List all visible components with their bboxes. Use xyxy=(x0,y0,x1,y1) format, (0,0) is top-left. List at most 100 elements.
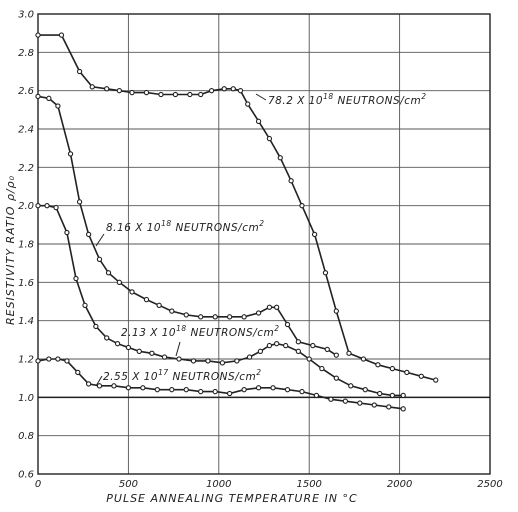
y-tick-label: 0.8 xyxy=(18,431,34,442)
data-point xyxy=(212,388,218,395)
data-point xyxy=(389,392,396,399)
data-point xyxy=(104,335,110,341)
data-point xyxy=(246,354,253,360)
data-point xyxy=(35,93,41,100)
data-point xyxy=(154,387,160,393)
series-label-2: 8.16 X 1018 NEUTRONS/cm2 xyxy=(106,219,264,234)
y-tick-label: 2.4 xyxy=(18,125,34,136)
data-point xyxy=(169,308,175,314)
data-point xyxy=(299,203,305,209)
plot-frame xyxy=(37,13,491,475)
data-point xyxy=(116,88,123,94)
data-point xyxy=(190,358,197,364)
data-point xyxy=(85,381,92,387)
x-axis-label: PULSE ANNEALING TEMPERATURE IN °C xyxy=(106,492,357,505)
data-point xyxy=(114,341,121,347)
data-point xyxy=(76,68,83,75)
y-tick-label: 2.8 xyxy=(18,48,34,59)
label-leader xyxy=(175,341,181,357)
data-point xyxy=(360,356,367,362)
x-tick-label: 2000 xyxy=(387,479,412,490)
data-point xyxy=(169,387,175,393)
data-point xyxy=(400,406,406,412)
series-3 xyxy=(35,203,406,399)
data-point xyxy=(322,270,329,276)
y-tick-label: 1.8 xyxy=(18,240,34,251)
data-point xyxy=(266,135,273,142)
data-point xyxy=(313,392,320,399)
y-tick-label: 3.0 xyxy=(18,10,34,21)
data-point xyxy=(105,270,112,276)
annotations: 78.2 X 1018 NEUTRONS/cm2 8.16 X 1018 NEUT… xyxy=(95,92,426,387)
data-point xyxy=(386,404,392,410)
data-point xyxy=(400,392,406,399)
data-point xyxy=(104,86,110,92)
data-point xyxy=(125,344,132,351)
data-point xyxy=(96,256,103,262)
data-point xyxy=(226,390,233,397)
data-point xyxy=(375,362,381,368)
data-point xyxy=(389,365,396,372)
tick-labels: 0 500 1000 1500 2000 2500 0.6 0.8 1.0 1.2 1.4 1.6 1.… xyxy=(18,10,503,491)
data-point xyxy=(333,352,339,358)
data-point xyxy=(295,348,302,354)
data-point xyxy=(357,400,363,406)
series-line xyxy=(37,95,337,356)
data-point xyxy=(270,385,276,391)
grid xyxy=(37,13,491,475)
data-point xyxy=(266,304,273,310)
data-point xyxy=(212,314,218,320)
data-point xyxy=(333,375,339,381)
data-point xyxy=(183,387,189,393)
data-point xyxy=(257,348,264,354)
series-label-1: 78.2 X 1018 NEUTRONS/cm2 xyxy=(268,92,426,107)
data-point xyxy=(266,342,273,349)
data-point xyxy=(348,383,354,389)
data-point xyxy=(129,289,135,295)
data-point xyxy=(198,91,204,98)
y-tick-label: 2.0 xyxy=(18,201,34,212)
data-point xyxy=(35,358,41,364)
data-point xyxy=(310,342,316,349)
data-point xyxy=(219,360,226,366)
data-point xyxy=(176,356,182,362)
data-point xyxy=(324,346,330,353)
label-leader xyxy=(255,93,267,101)
x-tick-label: 1000 xyxy=(206,479,231,490)
data-point xyxy=(342,398,349,404)
data-point xyxy=(234,358,240,364)
series-layer xyxy=(35,32,439,412)
data-point xyxy=(284,387,291,393)
data-point xyxy=(55,356,61,362)
data-point xyxy=(255,118,262,124)
data-point xyxy=(111,383,117,389)
data-point xyxy=(333,308,339,314)
data-point xyxy=(82,302,88,308)
data-point xyxy=(161,354,168,360)
data-point xyxy=(116,279,123,285)
x-tick-label: 1500 xyxy=(296,479,321,490)
data-point xyxy=(241,314,247,320)
y-tick-label: 2.6 xyxy=(18,86,34,97)
data-point xyxy=(306,356,312,362)
data-point xyxy=(255,310,262,316)
label-leader xyxy=(95,233,105,247)
data-point xyxy=(299,388,305,395)
series-line xyxy=(38,204,404,397)
data-point xyxy=(198,388,204,395)
series-label-3: 2.13 X 1018 NEUTRONS/cm2 xyxy=(121,324,279,339)
data-point xyxy=(230,86,236,92)
data-point xyxy=(346,350,352,356)
data-point xyxy=(187,91,193,98)
data-point xyxy=(85,231,92,238)
y-tick-label: 1.2 xyxy=(18,355,34,366)
data-point xyxy=(158,91,164,98)
data-point xyxy=(53,204,59,211)
y-tick-label: 1.4 xyxy=(18,316,34,327)
data-point xyxy=(328,396,334,402)
data-point xyxy=(129,89,135,96)
data-point xyxy=(418,373,424,379)
data-point xyxy=(67,151,74,157)
data-point xyxy=(277,155,283,161)
